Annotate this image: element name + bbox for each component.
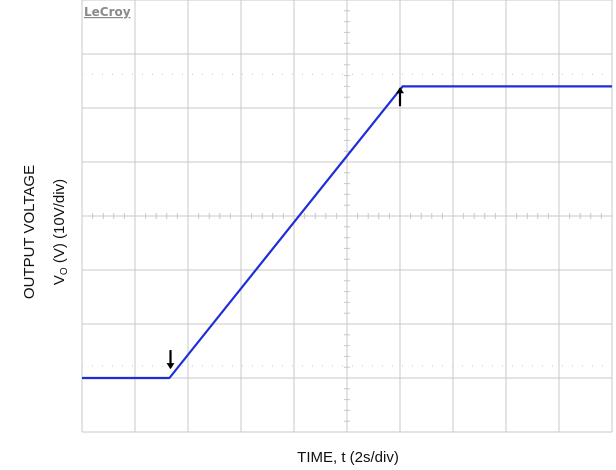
trace-line	[82, 85, 612, 380]
y-axis-label-subscript: O	[59, 267, 70, 275]
lecroy-logo: LeCroy	[84, 5, 131, 19]
arrow-head	[396, 87, 404, 94]
y-axis-label-line1: OUTPUT VOLTAGE	[21, 165, 38, 299]
up-arrow-icon	[396, 87, 404, 107]
y-axis-label: OUTPUT VOLTAGE VO (V) (10V/div)	[21, 165, 70, 299]
voltage-trace	[82, 85, 612, 380]
y-axis-label-units: (V) (10V/div)	[51, 179, 68, 267]
trace-markers	[166, 87, 404, 370]
arrow-head	[166, 363, 175, 370]
down-arrow-icon	[166, 350, 175, 370]
y-axis-label-symbol: V	[51, 275, 68, 285]
graticule-grid	[81, 0, 613, 433]
x-axis-label: TIME, t (2s/div)	[297, 449, 399, 466]
y-axis-label-line2: VO (V) (10V/div)	[51, 179, 70, 285]
